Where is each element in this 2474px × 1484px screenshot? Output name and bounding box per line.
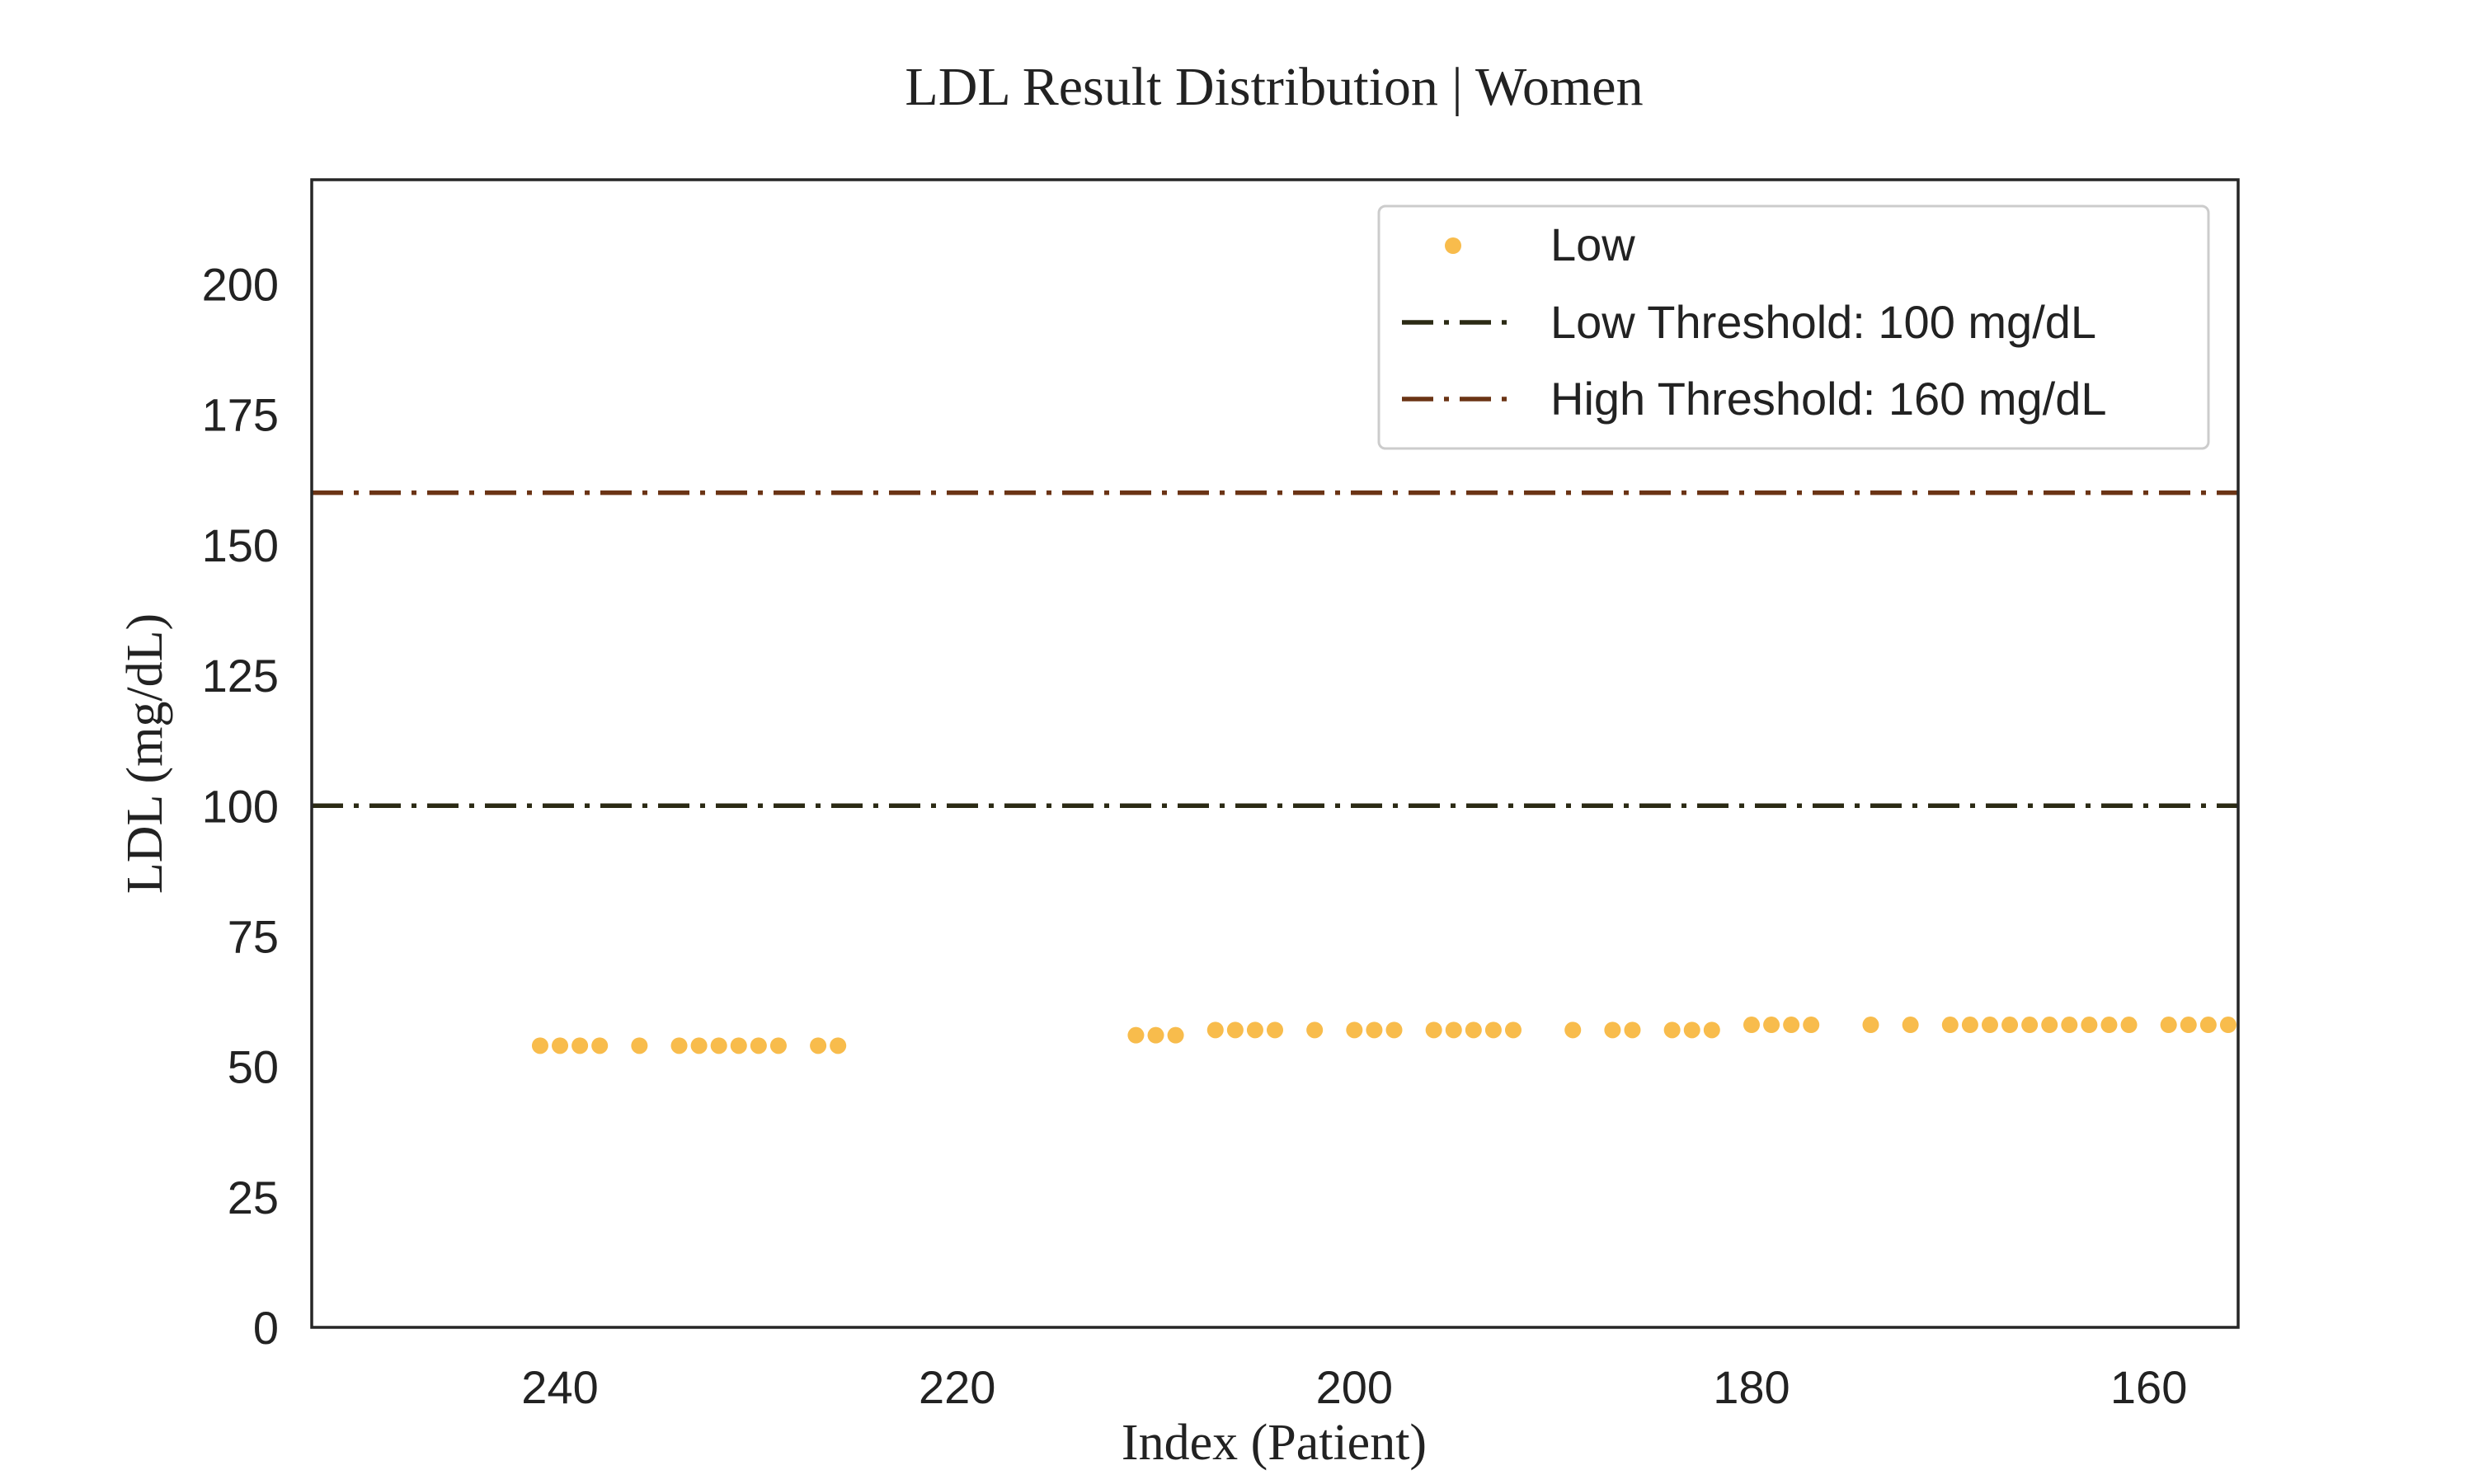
data-point [2001,1017,2019,1034]
plot-frame [310,178,2240,1329]
data-point [730,1037,747,1054]
data-point [1306,1021,1324,1039]
x-tick-label: 180 [1713,1361,1790,1413]
data-point [1385,1021,1403,1039]
data-point [710,1037,727,1054]
data-point [670,1037,688,1054]
data-point [1902,1017,1919,1034]
data-point [2081,1017,2098,1034]
data-point [2180,1017,2197,1034]
y-tick-label: 75 [228,910,279,962]
data-point [830,1037,847,1054]
data-point [1783,1017,1800,1034]
data-point [1683,1021,1700,1039]
data-point [1226,1021,1244,1039]
x-tick-label: 160 [2110,1361,2187,1413]
data-point [810,1037,827,1054]
data-point [1763,1017,1780,1034]
data-point [591,1037,609,1054]
data-point [2219,1017,2236,1034]
data-point [2120,1017,2138,1034]
data-point [1425,1021,1442,1039]
y-axis-ticks: 0 25 50 75 100 125 150 175 200 [202,259,279,1354]
data-point [750,1037,767,1054]
data-point [1147,1026,1164,1044]
data-point [1504,1021,1522,1039]
data-point [1206,1021,1224,1039]
legend-label-low: Low [1550,218,1635,270]
data-point [1445,1021,1462,1039]
data-point [1743,1017,1760,1034]
data-point [2199,1017,2217,1034]
legend-label-low-threshold: Low Threshold: 100 mg/dL [1550,296,2096,348]
y-tick-label: 100 [202,780,279,832]
plot-marks [312,490,2238,1054]
data-point [769,1037,787,1054]
data-point [2021,1017,2039,1034]
y-tick-label: 200 [202,259,279,311]
data-point [552,1037,569,1054]
data-point [1465,1021,1482,1039]
legend-box [1377,204,2210,450]
data-point [1663,1021,1681,1039]
y-tick-label: 125 [202,650,279,702]
chart-title: LDL Result Distribution | Women [905,57,1643,117]
data-point [1564,1021,1582,1039]
data-point [2041,1017,2058,1034]
data-point [1604,1021,1621,1039]
legend-label-high-threshold: High Threshold: 160 mg/dL [1550,373,2107,425]
data-point [1346,1021,1363,1039]
data-point [1267,1021,1283,1039]
data-point [2061,1017,2078,1034]
data-point [1941,1017,1959,1034]
x-tick-label: 200 [1316,1361,1393,1413]
data-point [1961,1017,1978,1034]
chart-legend: Low Low Threshold: 100 mg/dL High Thresh… [1377,204,2210,450]
x-tick-label: 220 [919,1361,995,1413]
y-tick-label: 0 [253,1302,279,1354]
data-point [1803,1017,1820,1034]
legend-marker-low [1445,237,1461,254]
data-point [1246,1021,1263,1039]
y-tick-label: 150 [202,519,279,571]
data-point [1624,1021,1641,1039]
x-axis-label: Index (Patient) [1122,1415,1427,1471]
y-tick-label: 50 [228,1041,279,1093]
data-point [571,1037,589,1054]
data-point [1981,1017,1998,1034]
x-tick-label: 240 [521,1361,598,1413]
data-point [1366,1021,1383,1039]
data-point [531,1037,548,1054]
data-point [1862,1017,1879,1034]
data-point [1167,1026,1184,1044]
y-tick-label: 175 [202,389,279,441]
data-point [1703,1021,1720,1039]
y-axis-label: LDL (mg/dL) [117,613,173,894]
data-point [2160,1017,2177,1034]
data-point [1484,1021,1502,1039]
data-point [1127,1026,1145,1044]
data-point [690,1037,708,1054]
x-axis-ticks: 240 220 200 180 160 [521,1361,2187,1413]
y-tick-label: 25 [228,1172,279,1223]
data-point [631,1037,648,1054]
data-point [2100,1017,2118,1034]
